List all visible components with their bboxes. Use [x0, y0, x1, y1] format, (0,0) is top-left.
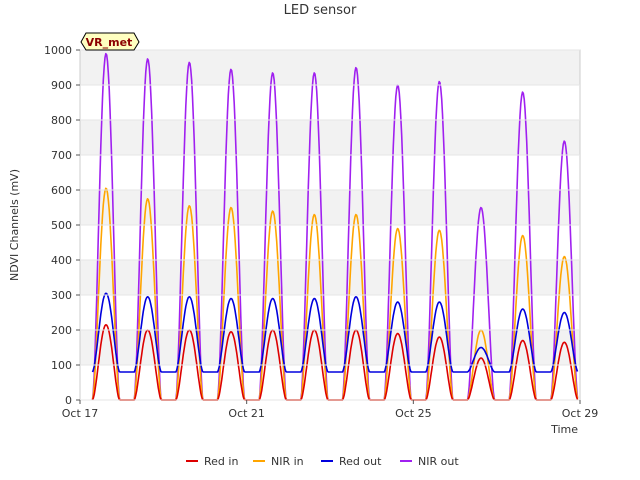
background-band	[80, 225, 580, 260]
badge-label: VR_met	[86, 36, 133, 49]
x-tick-label: Oct 17	[62, 407, 99, 420]
y-tick-label: 100	[51, 359, 72, 372]
chart-title: LED sensor	[284, 3, 357, 18]
y-axis-label: NDVI Channels (mV)	[8, 169, 21, 281]
y-tick-label: 200	[51, 324, 72, 337]
background-band	[80, 50, 580, 85]
legend-label: Red out	[339, 455, 382, 468]
background-band	[80, 295, 580, 330]
x-tick-label: Oct 21	[228, 407, 265, 420]
y-tick-label: 1000	[44, 44, 72, 57]
background-band	[80, 190, 580, 225]
y-tick-label: 400	[51, 254, 72, 267]
background-band	[80, 85, 580, 120]
background-band	[80, 260, 580, 295]
background-band	[80, 365, 580, 400]
x-axis: Oct 17 Oct 21 Oct 25 Oct 29	[62, 400, 599, 420]
y-tick-label: 900	[51, 79, 72, 92]
x-tick-label: Oct 29	[562, 407, 599, 420]
background-band	[80, 330, 580, 365]
legend: Red in NIR in Red out NIR out	[186, 455, 459, 468]
background-band	[80, 120, 580, 155]
y-axis: 0 100 200 300 400 500 600 700 800 900 1000	[44, 44, 580, 407]
y-tick-label: 800	[51, 114, 72, 127]
series-line	[91, 292, 579, 373]
background-band	[80, 155, 580, 190]
vr-met-badge: VR_met	[80, 32, 140, 51]
plot-background-bands	[80, 50, 580, 400]
y-tick-label: 300	[51, 289, 72, 302]
y-tick-label: 700	[51, 149, 72, 162]
badge-shape	[80, 32, 140, 51]
y-tick-label: 600	[51, 184, 72, 197]
legend-label: NIR out	[418, 455, 459, 468]
y-tick-label: 0	[65, 394, 72, 407]
y-tick-label: 500	[51, 219, 72, 232]
x-axis-label: Time	[550, 423, 578, 436]
x-tick-label: Oct 25	[395, 407, 432, 420]
legend-label: NIR in	[271, 455, 304, 468]
legend-label: Red in	[204, 455, 238, 468]
